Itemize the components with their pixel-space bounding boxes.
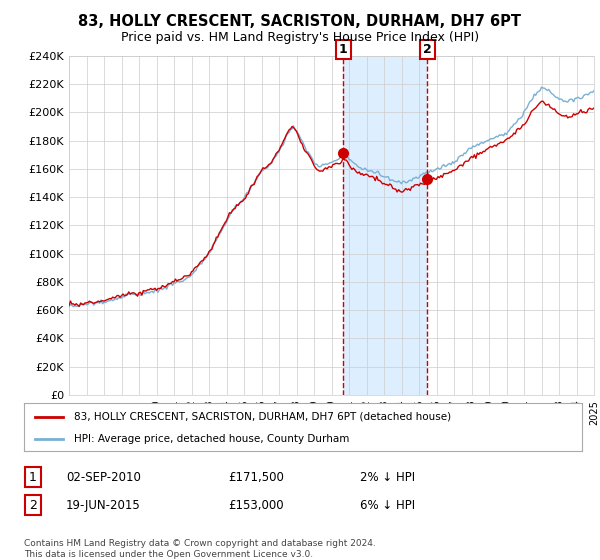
Text: HPI: Average price, detached house, County Durham: HPI: Average price, detached house, Coun… — [74, 434, 350, 444]
Text: 19-JUN-2015: 19-JUN-2015 — [66, 498, 141, 512]
Text: 2: 2 — [423, 43, 431, 56]
Text: 2% ↓ HPI: 2% ↓ HPI — [360, 470, 415, 484]
Text: 1: 1 — [29, 470, 37, 484]
Text: Contains HM Land Registry data © Crown copyright and database right 2024.
This d: Contains HM Land Registry data © Crown c… — [24, 539, 376, 559]
Text: 02-SEP-2010: 02-SEP-2010 — [66, 470, 141, 484]
Text: £171,500: £171,500 — [228, 470, 284, 484]
Text: 83, HOLLY CRESCENT, SACRISTON, DURHAM, DH7 6PT: 83, HOLLY CRESCENT, SACRISTON, DURHAM, D… — [79, 14, 521, 29]
Bar — [343, 56, 427, 395]
Text: 6% ↓ HPI: 6% ↓ HPI — [360, 498, 415, 512]
Text: 1: 1 — [339, 43, 347, 56]
Text: Price paid vs. HM Land Registry's House Price Index (HPI): Price paid vs. HM Land Registry's House … — [121, 31, 479, 44]
Text: 83, HOLLY CRESCENT, SACRISTON, DURHAM, DH7 6PT (detached house): 83, HOLLY CRESCENT, SACRISTON, DURHAM, D… — [74, 412, 451, 422]
Text: £153,000: £153,000 — [228, 498, 284, 512]
Text: 2: 2 — [29, 498, 37, 512]
